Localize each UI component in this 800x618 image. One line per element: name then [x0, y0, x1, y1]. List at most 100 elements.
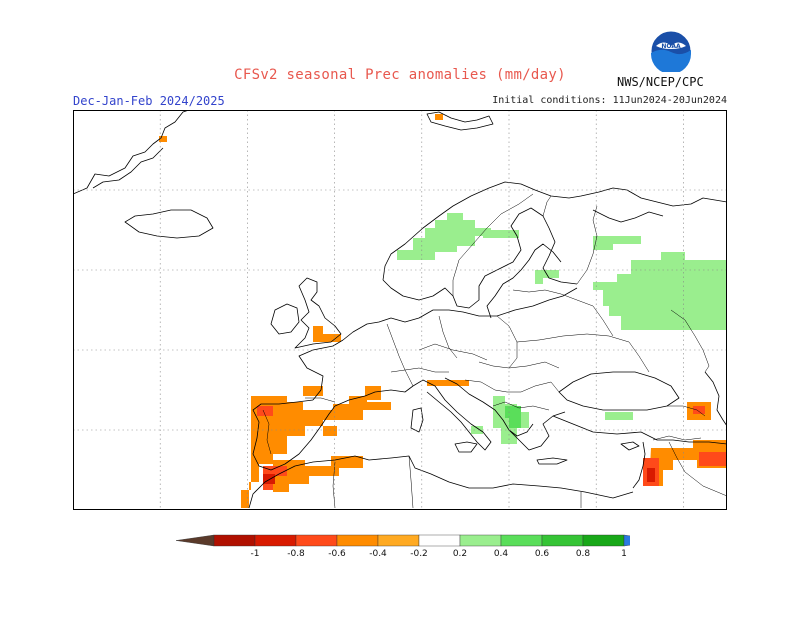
border-finland-russia — [576, 205, 598, 285]
dry-anomaly-patches — [159, 114, 727, 508]
border-sweden-finland — [542, 195, 552, 217]
border-hungary-romania — [478, 361, 560, 369]
coast-caspian — [704, 371, 727, 427]
coast-cyprus — [620, 441, 640, 451]
coast-sicily — [454, 441, 478, 453]
border-alps — [390, 367, 449, 373]
colorbar-bin — [295, 534, 338, 547]
coast-norway-south — [382, 207, 578, 309]
coast-black-sea — [558, 371, 680, 411]
chart-title: CFSv2 seasonal Prec anomalies (mm/day) — [234, 67, 566, 83]
anomaly-map: 30W20W10W010E20E30E40E80N70N60N50N40N30N — [73, 110, 727, 510]
wet-patch-finland — [535, 270, 559, 284]
dry-patch-adriatic — [427, 380, 469, 386]
colorbar-label: 0.2 — [453, 549, 467, 559]
coast-north-africa — [248, 455, 634, 509]
colorbar-max-arrow — [623, 534, 630, 547]
border-baltics — [512, 289, 614, 337]
wet-patch-italy — [471, 426, 483, 434]
coast-ireland — [270, 303, 300, 335]
dry-patch-tunisia — [323, 426, 337, 436]
colorbar-bin — [500, 534, 543, 547]
border-germany-poland — [438, 315, 458, 359]
dry-patch-england — [313, 326, 341, 342]
colorbar-bin — [254, 534, 297, 547]
noaa-logo: NOAA — [650, 30, 692, 74]
agency-label: NWS/NCEP/CPC — [617, 75, 704, 89]
border-pyrenees — [305, 397, 336, 403]
coast-crete — [536, 457, 568, 465]
colorbar-bin — [541, 534, 584, 547]
wet-patch-karelia — [593, 236, 641, 250]
coast-turkey-south — [552, 415, 727, 445]
colorbar-labels: -1 -0.8 -0.6 -0.4 -0.2 0.2 0.4 0.6 0.8 1 — [251, 549, 627, 559]
border-balkans — [464, 379, 560, 393]
coast-continent-north — [342, 287, 578, 341]
colorbar-bin — [377, 534, 420, 547]
dry-patch-iberia-north — [241, 396, 391, 508]
dry-patch-morocco — [273, 456, 363, 492]
coast-scandinavia — [382, 181, 727, 281]
colorbar-label: -0.2 — [410, 549, 428, 559]
border-belarus-ukraine — [516, 333, 630, 343]
border-middle-east — [668, 441, 727, 497]
wet-patch-russia — [593, 252, 727, 330]
coast-sardinia — [410, 407, 424, 433]
dry-patch-iberia-strong — [257, 406, 273, 416]
dry-patch-levant-severe — [647, 468, 655, 482]
coast-italy — [412, 379, 492, 451]
coast-france-south — [364, 385, 414, 397]
colorbar-label: -0.8 — [287, 549, 305, 559]
map-frame — [73, 110, 727, 510]
coast-kola — [592, 209, 664, 223]
border-france-germany — [386, 323, 414, 387]
border-spain-portugal — [262, 409, 272, 455]
logo-text: NOAA — [661, 43, 681, 50]
colorbar-label: -1 — [251, 549, 260, 559]
coast-adriatic-east — [444, 377, 534, 437]
colorbar-bin — [336, 534, 379, 547]
wet-anomaly-patches — [397, 213, 727, 444]
colorbar-bin — [418, 534, 461, 547]
border-ukraine-russia — [628, 341, 650, 373]
colorbar-label: 0.8 — [576, 549, 591, 559]
colorbar: -1 -0.8 -0.6 -0.4 -0.2 0.2 0.4 0.6 0.8 1 — [175, 534, 630, 559]
border-czech-austria — [418, 343, 488, 361]
coast-baltic — [486, 243, 562, 319]
colorbar-min-arrow — [175, 534, 215, 547]
coast-britain — [294, 277, 342, 349]
dry-patch-middle-east-strong — [699, 452, 727, 466]
colorbar-label: 0.6 — [535, 549, 550, 559]
dry-patch-levant — [649, 440, 727, 486]
country-borders — [262, 193, 727, 509]
coast-france-west — [298, 339, 344, 401]
wet-patch-turkey — [605, 412, 633, 420]
coast-greenland — [73, 110, 190, 195]
coast-iceland — [124, 209, 214, 239]
coast-iberia — [252, 395, 366, 471]
initial-conditions: Initial conditions: 11Jun2024-20Jun2024 — [492, 95, 727, 106]
dry-patch-caucasus-strong — [693, 406, 705, 414]
coast-levant — [632, 441, 646, 489]
season-label: Dec-Jan-Feb 2024/2025 — [73, 94, 225, 108]
border-balkans-south — [492, 401, 550, 411]
coast-svalbard — [426, 111, 494, 131]
border-caucasus — [667, 405, 706, 417]
colorbar-bin — [459, 534, 502, 547]
colorbar-bin — [582, 534, 625, 547]
border-russia-kazakhstan — [670, 309, 710, 373]
coast-greenland-inner — [92, 147, 164, 189]
wet-patch-norway — [397, 213, 491, 260]
coastlines — [73, 110, 727, 509]
anomaly-fields — [159, 114, 727, 508]
colorbar-swatches — [175, 534, 630, 547]
graticule — [73, 110, 727, 510]
colorbar-label: -0.4 — [369, 549, 387, 559]
colorbar-bin — [213, 534, 256, 547]
colorbar-label: 0.4 — [494, 549, 509, 559]
border-turkey-syria — [652, 435, 702, 441]
wet-patch-scandinavia-north — [483, 230, 519, 238]
coast-greece — [508, 411, 566, 451]
border-norway-sweden — [452, 193, 534, 296]
colorbar-label: 1 — [621, 549, 627, 559]
